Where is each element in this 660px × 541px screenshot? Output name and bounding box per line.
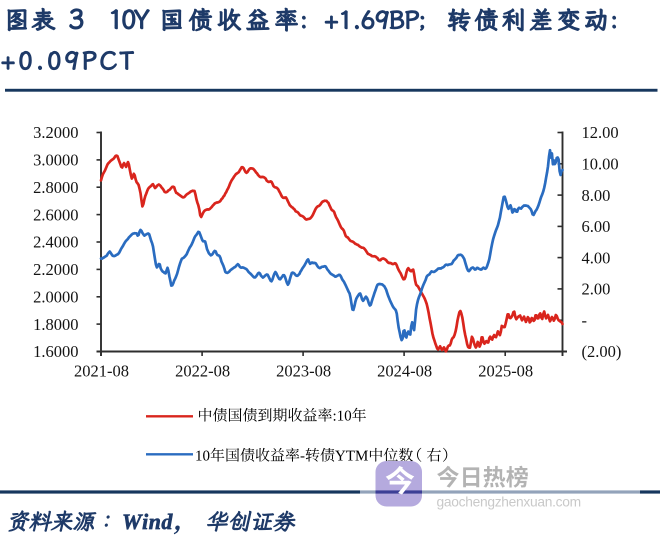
- svg-text:12.00: 12.00: [582, 123, 619, 142]
- svg-text:3.0000: 3.0000: [33, 151, 78, 170]
- svg-text:1.8000: 1.8000: [33, 315, 78, 334]
- svg-text:2.8000: 2.8000: [33, 178, 78, 197]
- svg-text:10.00: 10.00: [582, 155, 619, 174]
- svg-text:4.00: 4.00: [582, 248, 611, 267]
- svg-text:2.2000: 2.2000: [33, 260, 78, 279]
- svg-text:2.0000: 2.0000: [33, 287, 78, 306]
- svg-text:2.4000: 2.4000: [33, 233, 78, 252]
- svg-text:6.00: 6.00: [582, 217, 611, 236]
- svg-text:1.6000: 1.6000: [33, 342, 78, 361]
- svg-text:2025-08: 2025-08: [478, 362, 533, 381]
- svg-text:8.00: 8.00: [582, 186, 611, 205]
- svg-text:(2.00): (2.00): [582, 342, 622, 361]
- svg-text:2024-08: 2024-08: [377, 362, 432, 381]
- svg-text:2023-08: 2023-08: [276, 362, 331, 381]
- svg-text:2021-08: 2021-08: [74, 362, 129, 381]
- svg-text:3.2000: 3.2000: [33, 123, 78, 142]
- svg-text:-: -: [582, 311, 588, 330]
- svg-text:2022-08: 2022-08: [175, 362, 230, 381]
- svg-text:2.6000: 2.6000: [33, 205, 78, 224]
- svg-text:2.00: 2.00: [582, 280, 611, 299]
- svg-text:gaochengzhenxuan.com: gaochengzhenxuan.com: [437, 495, 581, 510]
